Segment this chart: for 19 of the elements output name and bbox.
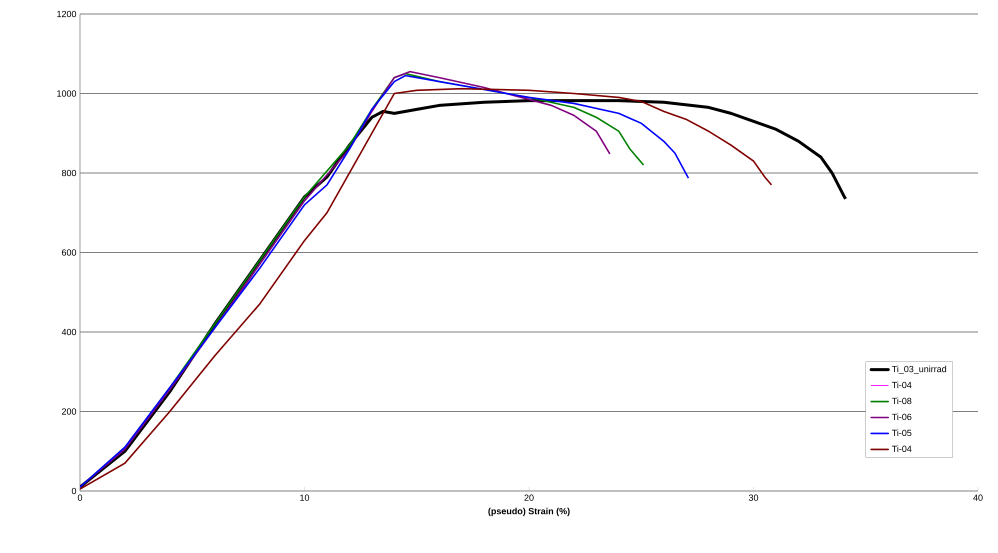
- legend-label: Ti-04: [892, 382, 912, 388]
- y-tick-label: 0: [72, 488, 76, 494]
- y-tick-label: 800: [62, 170, 76, 176]
- y-tick-label: 400: [62, 328, 76, 336]
- y-tick-label: 200: [62, 408, 76, 415]
- legend-label: Ti-08: [892, 398, 912, 404]
- x-axis-title: (pseudo) Strain (%): [488, 508, 570, 516]
- legend-label: Ti_03_unirrad: [892, 366, 946, 374]
- legend-label: Ti-05: [892, 429, 912, 436]
- x-tick-label: 40: [973, 494, 983, 501]
- x-tick-label: 0: [78, 494, 82, 501]
- legend-label: Ti-06: [892, 414, 912, 420]
- y-tick-label: 1200: [57, 10, 76, 18]
- x-tick-label: 30: [748, 494, 758, 501]
- y-tick-label: 1000: [57, 90, 76, 97]
- legend-label: Ti-04: [892, 445, 912, 452]
- x-tick-label: 10: [300, 494, 310, 501]
- y-tick-label: 600: [62, 249, 76, 256]
- x-tick-label: 20: [524, 494, 534, 501]
